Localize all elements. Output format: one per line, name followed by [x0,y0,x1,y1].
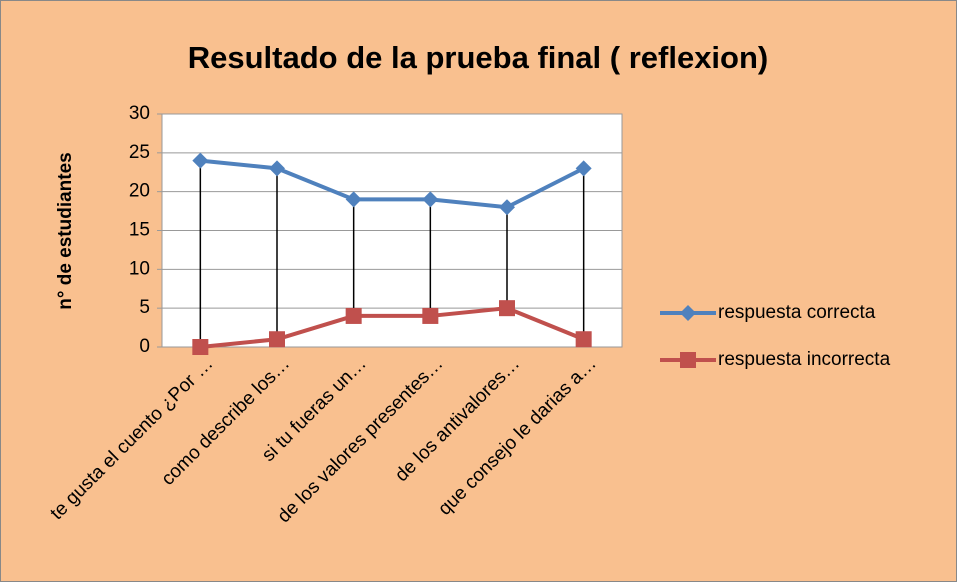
y-tick-label: 10 [129,258,150,279]
y-tick-label: 0 [139,336,150,357]
y-tick-label: 30 [129,103,150,124]
y-tick-label: 15 [129,220,150,241]
y-tick-label: 5 [139,297,150,318]
marker [575,331,592,348]
marker [680,352,696,368]
marker [499,199,515,216]
series-line [200,306,585,349]
marker [269,160,285,177]
series-line [200,158,585,210]
marker [680,305,696,321]
marker [192,339,209,355]
marker [499,300,515,317]
marker [422,307,439,324]
legend-label: respuesta incorrecta [718,349,891,370]
legend-label: respuesta correcta [718,302,876,323]
marker [345,191,362,208]
y-axis-label: n° de estudiantes [55,152,76,310]
marker [192,152,209,169]
marker [269,331,285,348]
y-tick-label: 20 [129,181,150,202]
marker [575,160,592,177]
y-tick-label: 25 [129,142,150,163]
chart-title: Resultado de la prueba final ( reflexion… [188,40,769,75]
marker [422,191,439,208]
marker [345,307,362,324]
